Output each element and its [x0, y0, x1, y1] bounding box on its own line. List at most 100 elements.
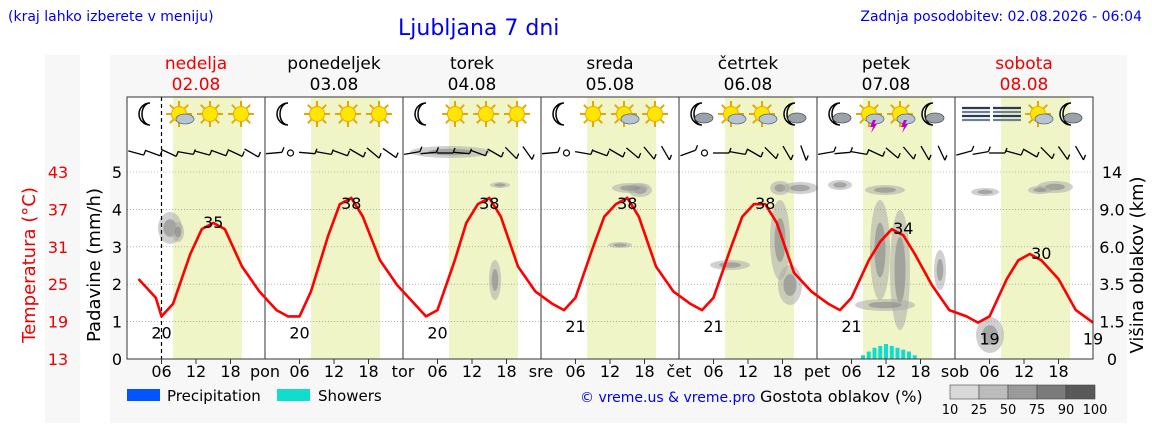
shower-bar — [907, 351, 911, 359]
wind-barb — [834, 151, 851, 155]
wind-barb — [885, 147, 899, 159]
wind-barb-feather — [241, 151, 245, 157]
precip-tick-label: 0 — [112, 350, 122, 369]
wind-barb-feather — [882, 151, 886, 157]
moon-cloud-icon — [783, 102, 807, 126]
moon-icon — [276, 102, 289, 126]
density-swatch — [978, 384, 1009, 400]
wind-barb — [244, 148, 259, 158]
daytime-shade — [311, 97, 380, 359]
temperature-label: 21 — [703, 317, 723, 336]
cloud-density-core — [874, 187, 896, 193]
day-name: ponedeljek — [287, 54, 381, 74]
cloud-density-core — [491, 269, 499, 291]
credit-link[interactable]: © vreme.us & vreme.pro — [580, 390, 755, 406]
wind-barb — [453, 151, 470, 155]
temperature-line — [137, 196, 1094, 324]
precip-tick-label: 3 — [112, 238, 122, 257]
sun-icon — [335, 101, 361, 127]
cloud-height-tick-label: 3.5 — [1099, 275, 1124, 294]
daytime-shade — [1001, 97, 1070, 359]
density-swatch — [1065, 384, 1096, 400]
wind-barb-feather — [1066, 154, 1071, 160]
wind-barb-feather — [281, 147, 285, 153]
hour-label: 12 — [600, 362, 620, 381]
wind-barb — [420, 151, 437, 155]
wind-barb-feather — [744, 149, 748, 155]
temperature-label: 20 — [289, 323, 309, 342]
wind-barb-feather — [987, 146, 991, 152]
wind-barb — [1022, 148, 1038, 158]
temperature-label: 21 — [565, 317, 585, 336]
wind-barb — [680, 149, 696, 157]
sun-cloud-icon — [166, 101, 195, 127]
shower-bar — [895, 347, 900, 359]
cloud-density-core — [833, 182, 847, 188]
temperature-label: 20 — [151, 323, 171, 342]
hour-label: 12 — [186, 362, 206, 381]
shower-bar — [912, 355, 917, 359]
sun-icon — [228, 101, 254, 127]
wind-barb-feather — [500, 151, 505, 158]
day-name: nedelja — [165, 54, 227, 74]
wind-barb-feather — [225, 150, 229, 156]
moon-cloud-icon — [828, 102, 852, 126]
wind-barb-feather — [1051, 153, 1055, 159]
wind-barb — [937, 145, 946, 161]
wind-barb-feather — [468, 148, 473, 154]
temperature-label: 38 — [755, 194, 775, 213]
temperature-label: 21 — [841, 317, 861, 336]
wind-barb-feather — [1020, 149, 1024, 156]
wind-barb-feather — [638, 152, 642, 159]
cloud-density-core — [774, 218, 786, 262]
location-hint[interactable]: (kraj lahko izberete v meniju) — [8, 9, 214, 25]
wind-barb — [920, 145, 930, 161]
wind-barb-feather — [257, 151, 262, 158]
hour-label: 18 — [772, 362, 792, 381]
cloud-density-title: Gostota oblakov (%) — [760, 387, 923, 406]
density-tick-label: 10 — [942, 403, 959, 418]
wind-barb-feather — [928, 154, 932, 161]
day-abbrev-label: sre — [529, 362, 553, 381]
temperature-axis-title: Temperatura (°C) — [19, 187, 40, 344]
sun-cloud-icon — [1025, 101, 1054, 127]
moon-cloud-icon — [1059, 102, 1083, 126]
hour-label: 18 — [634, 362, 654, 381]
hour-label: 06 — [565, 362, 585, 381]
cloud-density-core — [936, 259, 944, 281]
sun-icon — [366, 101, 392, 127]
wind-barb — [382, 147, 397, 159]
temperature-label: 20 — [427, 323, 447, 342]
wind-barb-feather — [557, 147, 561, 153]
hour-label: 18 — [910, 362, 930, 381]
cloud-density-core — [982, 325, 998, 345]
cloud-density-core — [894, 237, 906, 303]
wind-barb — [522, 146, 533, 160]
hour-label: 06 — [979, 362, 999, 381]
wind-barb — [608, 148, 624, 158]
wind-barb-feather — [805, 155, 809, 161]
wind-barb — [902, 146, 915, 160]
wind-barb-feather — [395, 152, 399, 158]
temperature-label: 34 — [893, 219, 913, 238]
wind-barb-feather — [833, 146, 837, 152]
sun-icon — [504, 101, 530, 127]
wind-barb-feather — [775, 153, 779, 159]
wind-barb — [625, 147, 640, 159]
page-title: Ljubljana 7 dni — [398, 16, 560, 41]
cloud-density-core — [719, 262, 741, 268]
cloud-density-core — [494, 183, 506, 187]
fog-icon — [993, 106, 1021, 122]
day-date: 06.08 — [724, 75, 773, 95]
wind-barb — [470, 149, 486, 157]
precip-tick-label: 2 — [112, 275, 122, 294]
density-tick-label: 50 — [1000, 403, 1017, 418]
wind-barb — [349, 148, 364, 158]
wind-barb-feather — [192, 149, 196, 155]
cloud-height-tick-label: 1.5 — [1099, 313, 1124, 332]
wind-barb-feather — [419, 146, 423, 152]
hour-label: 12 — [738, 362, 758, 381]
day-name: četrtek — [718, 54, 779, 74]
wind-barb — [972, 150, 989, 156]
wind-barb-feather — [531, 154, 535, 160]
